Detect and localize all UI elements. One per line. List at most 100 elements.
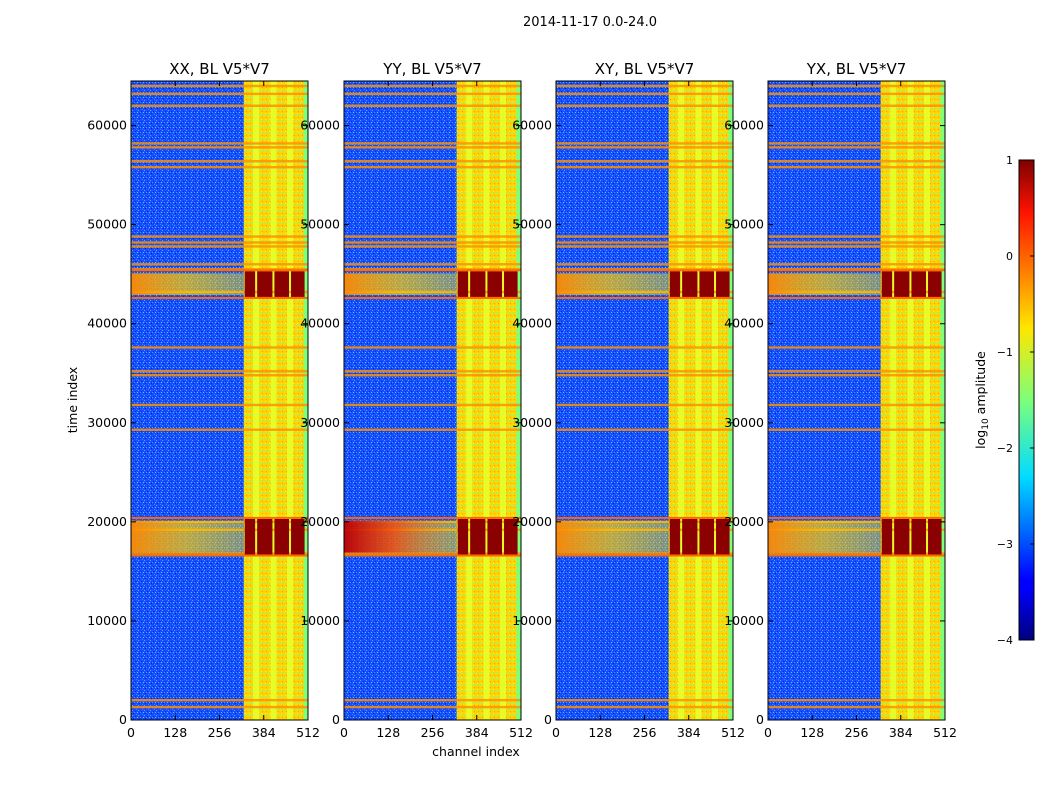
time-line (556, 160, 733, 163)
x-tick-label: 0 (127, 725, 135, 740)
y-tick-label: 30000 (512, 415, 552, 430)
x-tick-label: 256 (421, 725, 445, 740)
colorbar-tick-label: −4 (997, 634, 1013, 647)
time-line (344, 403, 521, 407)
y-tick-label: 20000 (724, 514, 764, 529)
saturated-block (457, 518, 469, 555)
y-tick-label: 40000 (300, 316, 340, 331)
time-line (556, 705, 733, 709)
colorbar-label-prefix: log (973, 430, 988, 449)
channel-line (466, 81, 473, 720)
x-tick-label: 128 (800, 725, 824, 740)
time-line (131, 403, 308, 407)
time-band-edge (131, 554, 308, 557)
y-tick-label: 30000 (300, 415, 340, 430)
time-band-edge (556, 296, 733, 299)
panel-title: YX, BL V5*V7 (806, 60, 907, 78)
saturated-block (291, 271, 305, 297)
colorbar-tick-label: 1 (1006, 154, 1013, 167)
time-band (768, 520, 881, 553)
time-line (344, 92, 521, 96)
time-line (556, 346, 733, 349)
y-tick-label: 60000 (512, 118, 552, 133)
time-line (344, 263, 521, 266)
time-band-edge (131, 269, 308, 272)
saturated-block (699, 518, 715, 555)
saturated-block (881, 271, 893, 297)
time-line (131, 142, 308, 145)
time-line (768, 241, 945, 244)
time-line (768, 370, 945, 373)
y-tick-label: 10000 (87, 613, 127, 628)
x-tick-label: 128 (376, 725, 400, 740)
saturated-block (716, 271, 730, 297)
time-line (131, 245, 308, 248)
x-tick-label: 512 (296, 725, 320, 740)
time-line (768, 705, 945, 709)
saturated-block (470, 271, 486, 297)
x-tick-label: 512 (721, 725, 745, 740)
time-band-edge (344, 554, 521, 557)
time-line (768, 104, 945, 107)
y-tick-label: 20000 (300, 514, 340, 529)
time-band (556, 520, 669, 553)
time-line (131, 346, 308, 349)
panel-2: YY, BL V5*V7 0 128 256 384 512 0 10000 20000 3000… (300, 60, 533, 740)
x-tick-label: 128 (163, 725, 187, 740)
saturated-block (716, 518, 730, 555)
channel-line (924, 81, 931, 720)
time-line (556, 698, 733, 702)
x-tick-label: 0 (340, 725, 348, 740)
saturated-block (928, 518, 942, 555)
colorbar: 10−1−2−3−4 log10 amplitude (973, 154, 1035, 647)
time-line (131, 263, 308, 266)
time-line (768, 92, 945, 96)
saturated-block (669, 518, 681, 555)
channel-edge (303, 81, 308, 720)
colorbar-tick-label: −2 (997, 442, 1013, 455)
x-tick-label: 128 (588, 725, 612, 740)
time-line (768, 146, 945, 149)
time-line (344, 165, 521, 169)
channel-line (287, 81, 294, 720)
time-band (344, 273, 457, 295)
time-line (344, 428, 521, 431)
colorbar-ticks: 1 0 −1 −2 −3 −4 (997, 154, 1034, 647)
channel-edge (516, 81, 521, 720)
channel-line (712, 81, 719, 720)
y-tick-label: 0 (544, 712, 552, 727)
panel-title: YY, BL V5*V7 (382, 60, 481, 78)
y-tick-label: 60000 (87, 118, 127, 133)
channel-line (253, 81, 260, 720)
y-tick-label: 50000 (300, 217, 340, 232)
time-line (131, 370, 308, 373)
time-band-edge (768, 516, 945, 519)
time-line (344, 346, 521, 349)
time-band-edge (556, 516, 733, 519)
time-band-edge (344, 516, 521, 519)
time-band-edge (131, 296, 308, 299)
time-band-edge (556, 269, 733, 272)
saturated-block (274, 271, 290, 297)
y-tick-label: 40000 (512, 316, 552, 331)
time-line (556, 165, 733, 169)
time-line (768, 403, 945, 407)
colorbar-label: log10 amplitude (973, 351, 991, 449)
time-line (131, 241, 308, 244)
time-line (131, 165, 308, 169)
time-band-edge (768, 554, 945, 557)
time-line (556, 245, 733, 248)
time-band-edge (768, 296, 945, 299)
saturated-block (457, 271, 469, 297)
y-tick-label: 40000 (87, 316, 127, 331)
time-line (768, 428, 945, 431)
time-band (344, 520, 457, 553)
y-tick-label: 0 (119, 712, 127, 727)
time-line (768, 346, 945, 349)
time-line (131, 374, 308, 377)
x-tick-label: 0 (552, 725, 560, 740)
panel-3: XY, BL V5*V7 0 128 256 384 512 0 10000 20000 3000… (512, 60, 745, 740)
saturated-block (470, 518, 486, 555)
y-tick-label: 60000 (724, 118, 764, 133)
x-tick-label: 256 (208, 725, 232, 740)
